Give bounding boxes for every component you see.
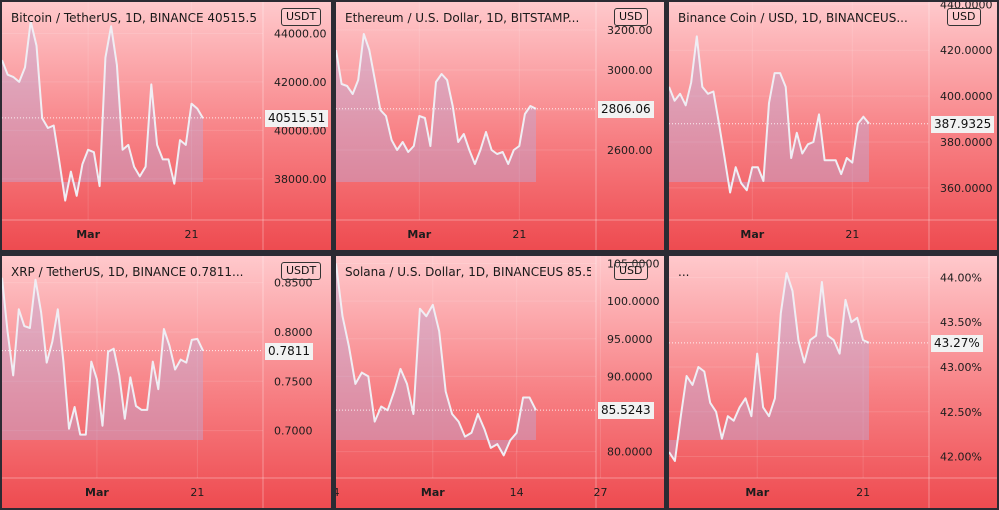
y-tick-label: 44.00% xyxy=(940,271,982,284)
chart-pane-eth[interactable]: 3200.003000.002800.002600.00Mar21Ethereu… xyxy=(336,2,664,250)
y-tick-label: 105.0000 xyxy=(607,258,660,271)
area-fill xyxy=(669,273,869,461)
x-tick-label: 21 xyxy=(512,228,526,241)
y-tick-label: 42000.00 xyxy=(274,76,327,89)
y-tick-label: 360.0000 xyxy=(940,182,993,195)
chart-pane-dom[interactable]: 44.00% 43.50% 43.00% 42.50% 42.00% Mar 21... 43… xyxy=(669,256,997,508)
currency-unit-button[interactable]: USDT xyxy=(281,262,322,280)
pane-title[interactable]: ... xyxy=(678,265,690,279)
y-tick-label: 420.0000 xyxy=(940,44,993,57)
x-tick-label: Mar xyxy=(407,228,431,241)
x-tick-label: 21 xyxy=(856,486,870,499)
y-tick-label: 43.00% xyxy=(940,361,982,374)
last-price-badge: 2806.06 xyxy=(598,100,654,118)
y-tick-label: 440.0000 xyxy=(940,2,993,11)
y-tick-label: 3000.00 xyxy=(607,64,653,77)
x-tick-label: 21 xyxy=(845,228,859,241)
series-line xyxy=(2,20,204,202)
x-tick-label: 4 xyxy=(336,486,340,499)
x-tick-label: 21 xyxy=(185,228,199,241)
currency-unit-button[interactable]: USD xyxy=(947,8,981,26)
series-line xyxy=(336,33,537,165)
chart-svg: 44000.00 42000.00 40000.00 38000.00 Mar 21 xyxy=(2,2,331,250)
pane-title[interactable]: XRP / TetherUS, 1D, BINANCE 0.7811... xyxy=(11,265,244,279)
last-price-badge: 85.5243 xyxy=(598,402,654,420)
x-tick-label: Mar xyxy=(76,228,100,241)
y-tick-label: 42.00% xyxy=(940,451,982,464)
currency-unit-button[interactable]: USD xyxy=(614,262,648,280)
y-tick-label: 0.7000 xyxy=(274,425,313,438)
y-tick-label: 400.0000 xyxy=(940,90,993,103)
area-fill xyxy=(336,34,536,182)
x-tick-label: Mar xyxy=(421,486,445,499)
y-tick-label: 0.7500 xyxy=(274,375,313,388)
y-tick-label: 100.0000 xyxy=(607,295,660,308)
y-tick-label: 40000.00 xyxy=(274,124,327,137)
chart-svg: 105.0000 100.0000 95.0000 90.0000 80.0000 4 Ma… xyxy=(336,256,664,508)
y-tick-label: 90.0000 xyxy=(607,370,653,383)
y-tick-label: 0.8000 xyxy=(274,326,313,339)
x-tick-label: 21 xyxy=(190,486,204,499)
x-tick-label: Mar xyxy=(740,228,764,241)
chart-pane-btc[interactable]: 44000.00 42000.00 40000.00 38000.00 Mar 21 Bit… xyxy=(2,2,331,250)
x-tick-label: 27 xyxy=(594,486,608,499)
pane-title[interactable]: Bitcoin / TetherUS, 1D, BINANCE 40515.51… xyxy=(11,11,258,25)
x-tick-label: Mar xyxy=(85,486,109,499)
area-fill xyxy=(2,21,203,201)
area-fill xyxy=(2,277,203,440)
chart-pane-xrp[interactable]: 0.8500 0.8000 0.7500 0.7000 Mar 21 XRP / Tethe… xyxy=(2,256,331,508)
y-tick-label: 38000.00 xyxy=(274,173,327,186)
y-tick-label: 380.0000 xyxy=(940,136,993,149)
pane-title[interactable]: Ethereum / U.S. Dollar, 1D, BITSTAMP... xyxy=(345,11,580,25)
currency-unit-button[interactable]: USD xyxy=(614,8,648,26)
currency-unit-button[interactable]: USDT xyxy=(281,8,322,26)
last-price-badge: 43.27% xyxy=(931,334,983,352)
last-price-badge: 387.9325 xyxy=(931,115,995,133)
y-tick-label: 3200.00 xyxy=(607,24,653,37)
chart-pane-bnb[interactable]: 440.0000 420.0000 400.0000 380.0000 360.0000… xyxy=(669,2,997,250)
x-tick-label: Mar xyxy=(745,486,769,499)
x-tick-label: 14 xyxy=(510,486,524,499)
y-tick-label: 43.50% xyxy=(940,316,982,329)
y-tick-label: 80.0000 xyxy=(607,446,653,459)
series-line xyxy=(336,263,537,457)
area-fill xyxy=(336,263,536,456)
y-tick-label: 44000.00 xyxy=(274,27,327,40)
last-price-badge: 0.7811 xyxy=(265,342,313,360)
last-price-badge: 40515.51 xyxy=(265,109,329,127)
series-line xyxy=(2,277,204,436)
series-line xyxy=(669,35,870,194)
y-tick-label: 95.0000 xyxy=(607,333,653,346)
series-line xyxy=(669,272,870,462)
pane-title[interactable]: Solana / U.S. Dollar, 1D, BINANCEUS 85.5… xyxy=(345,265,591,279)
pane-title[interactable]: Binance Coin / USD, 1D, BINANCEUS... xyxy=(678,11,908,25)
chart-svg: 440.0000 420.0000 400.0000 380.0000 360.0000… xyxy=(669,2,997,250)
chart-svg: 44.00% 43.50% 43.00% 42.50% 42.00% Mar 21 xyxy=(669,256,997,508)
chart-pane-sol[interactable]: 105.0000 100.0000 95.0000 90.0000 80.0000 4 Ma… xyxy=(336,256,664,508)
y-tick-label: 42.50% xyxy=(940,406,982,419)
y-tick-label: 2600.00 xyxy=(607,144,653,157)
